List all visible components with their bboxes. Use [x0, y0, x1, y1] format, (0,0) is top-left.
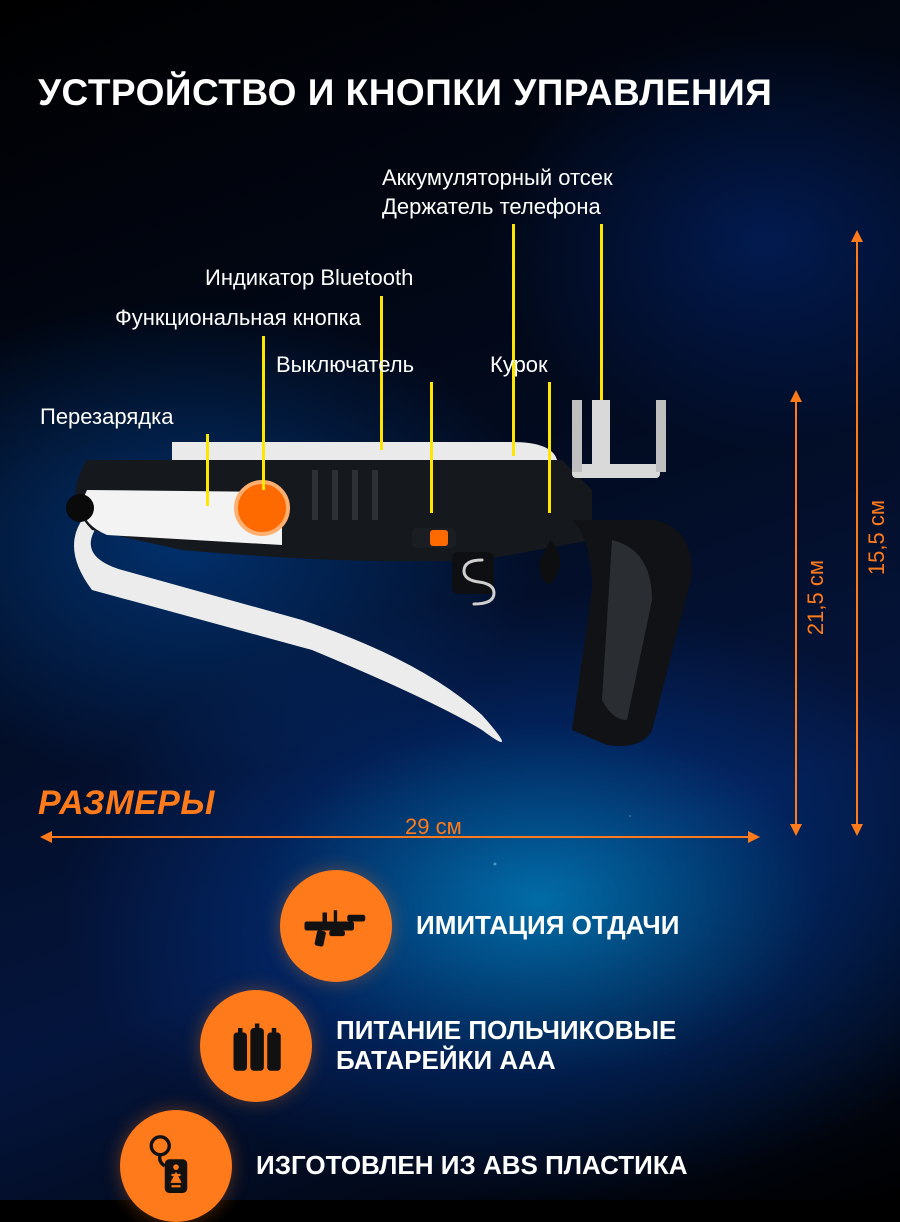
feature-recoil: ИМИТАЦИЯ ОТДАЧИ: [280, 870, 679, 982]
callout-switch: Выключатель: [276, 352, 414, 378]
battery-icon: [200, 990, 312, 1102]
feature-power: ПИТАНИЕ ПОЛЬЧИКОВЫЕБАТАРЕЙКИ AAA: [200, 990, 676, 1102]
leader-holder: [600, 224, 603, 400]
feature-label-power: ПИТАНИЕ ПОЛЬЧИКОВЫЕБАТАРЕЙКИ AAA: [336, 1016, 676, 1076]
callout-bt: Индикатор Bluetooth: [205, 265, 413, 291]
leader-battery: [512, 224, 515, 456]
callout-trigger: Курок: [490, 352, 548, 378]
page-title: УСТРОЙСТВО И КНОПКИ УПРАВЛЕНИЯ: [38, 72, 772, 114]
feature-label-material: ИЗГОТОВЛЕН ИЗ ABS ПЛАСТИКА: [256, 1151, 688, 1181]
callout-holder: Держатель телефона: [382, 194, 601, 220]
sizes-title: РАЗМЕРЫ: [38, 784, 215, 823]
feature-label-recoil: ИМИТАЦИЯ ОТДАЧИ: [416, 911, 679, 941]
leader-reload: [206, 434, 209, 506]
product-illustration: [52, 400, 752, 760]
rifle-icon: [280, 870, 392, 982]
leader-trigger: [548, 382, 551, 513]
dim-height-outer-arrow: [856, 232, 858, 834]
leader-function: [262, 336, 265, 490]
dim-height-inner-arrow: [795, 392, 797, 834]
leader-switch: [430, 382, 433, 513]
dim-height-outer-label: 15,5 см: [864, 500, 890, 575]
callout-battery: Аккумуляторный отсек: [382, 165, 613, 191]
dim-height-inner-label: 21,5 см: [803, 560, 829, 635]
stage: УСТРОЙСТВО И КНОПКИ УПРАВЛЕНИЯ: [0, 0, 900, 1200]
dim-width-arrow: [42, 836, 758, 838]
callout-reload: Перезарядка: [40, 404, 173, 430]
tag-icon: [120, 1110, 232, 1222]
feature-material: ИЗГОТОВЛЕН ИЗ ABS ПЛАСТИКА: [120, 1110, 688, 1222]
callout-function: Функциональная кнопка: [115, 305, 361, 331]
dim-width-label: 29 см: [405, 814, 462, 840]
